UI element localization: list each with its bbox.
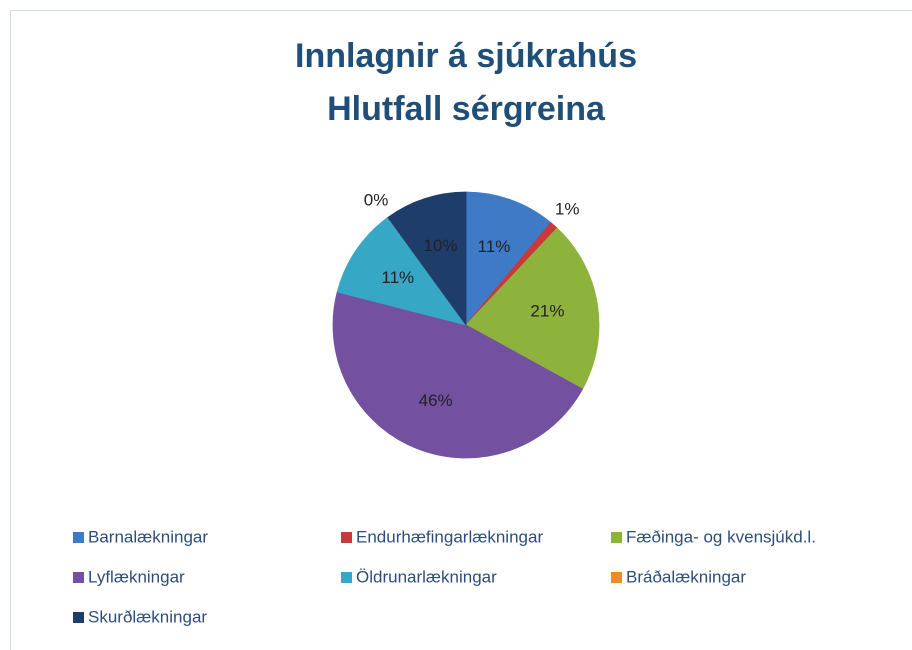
legend-label: Bráðalækningar bbox=[626, 567, 746, 586]
pie-slice bbox=[332, 291, 584, 459]
data-label: 46% bbox=[419, 391, 453, 410]
legend-swatch bbox=[73, 572, 84, 583]
legend-swatch bbox=[611, 532, 622, 543]
data-label: 21% bbox=[530, 302, 564, 321]
pie-slice bbox=[387, 191, 467, 327]
legend-label: Skurðlækningar bbox=[88, 607, 207, 626]
legend-swatch bbox=[73, 532, 84, 543]
data-label: 0% bbox=[364, 191, 389, 210]
legend-label: Öldrunarlækningar bbox=[356, 567, 497, 586]
data-label: 1% bbox=[555, 200, 580, 219]
legend-swatch bbox=[341, 532, 352, 543]
legend-swatch bbox=[341, 572, 352, 583]
data-label: 10% bbox=[424, 236, 458, 255]
legend-label: Lyflækningar bbox=[88, 567, 185, 586]
data-label: 11% bbox=[478, 237, 511, 256]
chart-title: Hlutfall sérgreina bbox=[327, 90, 606, 128]
legend-label: Endurhæfingarlækningar bbox=[356, 527, 543, 546]
legend-swatch bbox=[73, 612, 84, 623]
data-label: 11% bbox=[381, 268, 414, 287]
pie-slice bbox=[465, 227, 600, 390]
pie-slice bbox=[465, 191, 552, 327]
legend-label: Barnalækningar bbox=[88, 527, 208, 546]
chart-title: Innlagnir á sjúkrahús bbox=[295, 37, 637, 75]
legend-label: Fæðinga- og kvensjúkd.l. bbox=[626, 527, 816, 546]
pie-slice bbox=[336, 216, 467, 326]
legend-swatch bbox=[611, 572, 622, 583]
